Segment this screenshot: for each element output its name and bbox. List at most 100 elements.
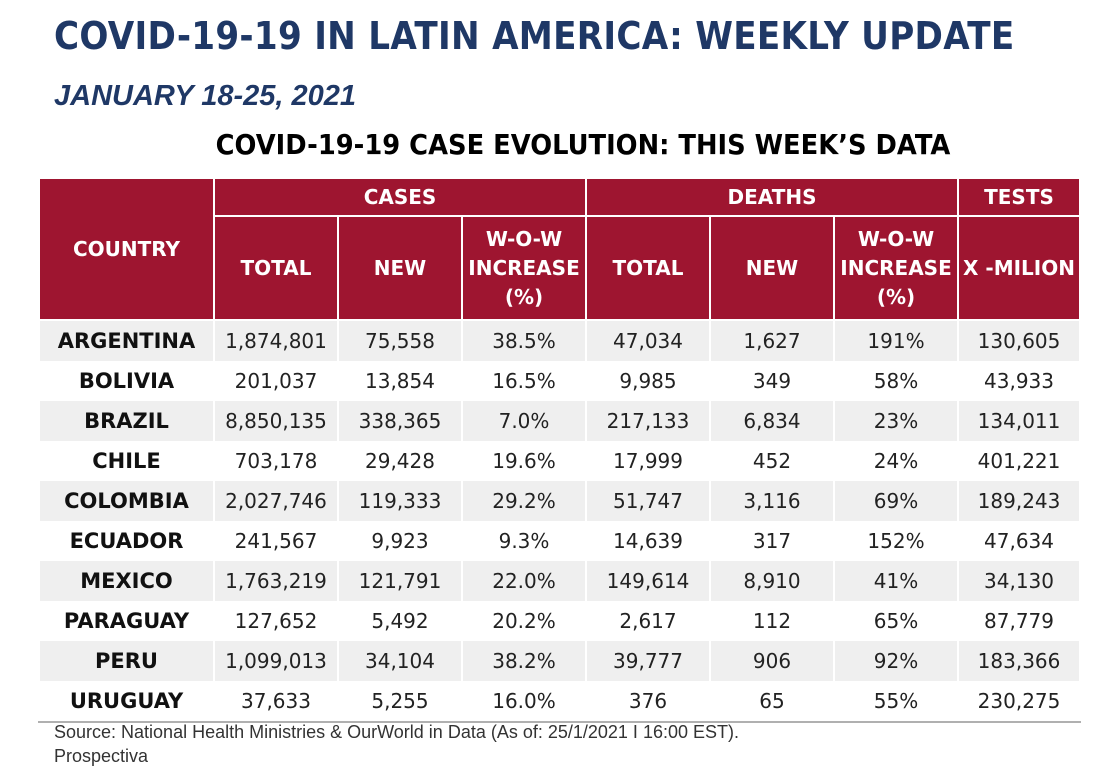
- header-group-cases: CASES: [212, 177, 588, 217]
- cell-deaths-wow: 191%: [833, 320, 960, 361]
- header-tests-per-million: X -MILION: [957, 215, 1082, 321]
- cell-cases-new: 75,558: [337, 320, 463, 361]
- cell-deaths-new: 317: [709, 521, 836, 561]
- cell-tests: 183,366: [957, 641, 1082, 681]
- cell-tests: 189,243: [957, 481, 1082, 521]
- table-row: ECUADOR 241,567 9,923 9.3% 14,639 317 15…: [38, 521, 1082, 561]
- cell-tests: 134,011: [957, 401, 1082, 441]
- table-row: PARAGUAY 127,652 5,492 20.2% 2,617 112 6…: [38, 601, 1082, 641]
- page-title: COVID-19-19 IN LATIN AMERICA: WEEKLY UPD…: [54, 14, 1015, 58]
- cell-cases-wow: 7.0%: [460, 401, 588, 441]
- page-subtitle: JANUARY 18-25, 2021: [54, 80, 356, 112]
- table-body: ARGENTINA 1,874,801 75,558 38.5% 47,034 …: [38, 320, 1082, 723]
- table-row: BRAZIL 8,850,135 338,365 7.0% 217,133 6,…: [38, 401, 1082, 441]
- cell-deaths-new: 906: [709, 641, 836, 681]
- covid-data-table: COUNTRY CASES DEATHS TESTS TOTAL NEW W-O…: [38, 177, 1082, 723]
- cell-cases-wow: 16.5%: [460, 361, 588, 401]
- cell-cases-total: 241,567: [213, 521, 339, 561]
- table-row: URUGUAY 37,633 5,255 16.0% 376 65 55% 23…: [38, 681, 1082, 723]
- cell-deaths-new: 452: [709, 441, 836, 481]
- cell-deaths-total: 217,133: [585, 401, 712, 441]
- cell-deaths-wow: 152%: [833, 521, 960, 561]
- cell-deaths-new: 8,910: [709, 561, 836, 601]
- cell-cases-new: 9,923: [337, 521, 463, 561]
- source-line: Source: National Health Ministries & Our…: [54, 722, 739, 742]
- cell-cases-wow: 16.0%: [460, 681, 588, 723]
- cell-tests: 34,130: [957, 561, 1082, 601]
- header-country: COUNTRY: [38, 177, 215, 321]
- cell-country: CHILE: [38, 441, 215, 481]
- cell-cases-total: 703,178: [213, 441, 339, 481]
- cell-cases-total: 1,763,219: [213, 561, 339, 601]
- cell-deaths-total: 149,614: [585, 561, 712, 601]
- header-cases-new: NEW: [337, 215, 463, 321]
- table-row: BOLIVIA 201,037 13,854 16.5% 9,985 349 5…: [38, 361, 1082, 401]
- cell-country: BOLIVIA: [38, 361, 215, 401]
- source-note: Source: National Health Ministries & Our…: [54, 720, 1054, 768]
- cell-deaths-total: 17,999: [585, 441, 712, 481]
- table-title: COVID-19-19 CASE EVOLUTION: THIS WEEK’S …: [215, 128, 951, 161]
- cell-deaths-total: 376: [585, 681, 712, 723]
- cell-deaths-total: 2,617: [585, 601, 712, 641]
- cell-cases-new: 29,428: [337, 441, 463, 481]
- cell-cases-new: 338,365: [337, 401, 463, 441]
- cell-cases-wow: 20.2%: [460, 601, 588, 641]
- cell-cases-total: 8,850,135: [213, 401, 339, 441]
- cell-deaths-total: 47,034: [585, 320, 712, 361]
- cell-tests: 130,605: [957, 320, 1082, 361]
- cell-cases-total: 1,874,801: [213, 320, 339, 361]
- cell-cases-wow: 9.3%: [460, 521, 588, 561]
- cell-deaths-total: 9,985: [585, 361, 712, 401]
- header-deaths-total: TOTAL: [585, 215, 712, 321]
- cell-tests: 401,221: [957, 441, 1082, 481]
- cell-deaths-wow: 24%: [833, 441, 960, 481]
- cell-cases-total: 1,099,013: [213, 641, 339, 681]
- cell-tests: 43,933: [957, 361, 1082, 401]
- cell-deaths-total: 39,777: [585, 641, 712, 681]
- cell-cases-wow: 29.2%: [460, 481, 588, 521]
- cell-cases-total: 2,027,746: [213, 481, 339, 521]
- cell-country: URUGUAY: [38, 681, 215, 723]
- cell-deaths-wow: 55%: [833, 681, 960, 723]
- header-deaths-new: NEW: [709, 215, 836, 321]
- cell-deaths-total: 14,639: [585, 521, 712, 561]
- cell-tests: 87,779: [957, 601, 1082, 641]
- cell-country: BRAZIL: [38, 401, 215, 441]
- cell-country: COLOMBIA: [38, 481, 215, 521]
- cell-cases-total: 37,633: [213, 681, 339, 723]
- cell-cases-new: 121,791: [337, 561, 463, 601]
- cell-cases-total: 201,037: [213, 361, 339, 401]
- cell-cases-new: 34,104: [337, 641, 463, 681]
- cell-cases-new: 13,854: [337, 361, 463, 401]
- cell-deaths-new: 112: [709, 601, 836, 641]
- cell-deaths-wow: 92%: [833, 641, 960, 681]
- cell-deaths-wow: 65%: [833, 601, 960, 641]
- cell-cases-wow: 22.0%: [460, 561, 588, 601]
- cell-deaths-wow: 69%: [833, 481, 960, 521]
- cell-deaths-new: 1,627: [709, 320, 836, 361]
- header-cases-wow: W-O-W INCREASE (%): [460, 215, 588, 321]
- cell-country: PARAGUAY: [38, 601, 215, 641]
- cell-cases-wow: 38.2%: [460, 641, 588, 681]
- header-cases-total: TOTAL: [213, 215, 339, 321]
- cell-deaths-new: 3,116: [709, 481, 836, 521]
- table-row: MEXICO 1,763,219 121,791 22.0% 149,614 8…: [38, 561, 1082, 601]
- cell-deaths-wow: 58%: [833, 361, 960, 401]
- cell-deaths-total: 51,747: [585, 481, 712, 521]
- cell-country: PERU: [38, 641, 215, 681]
- source-attribution: Prospectiva: [54, 746, 149, 766]
- table-row: CHILE 703,178 29,428 19.6% 17,999 452 24…: [38, 441, 1082, 481]
- cell-deaths-wow: 23%: [833, 401, 960, 441]
- table-row: ARGENTINA 1,874,801 75,558 38.5% 47,034 …: [38, 320, 1082, 361]
- cell-country: ARGENTINA: [38, 320, 215, 361]
- cell-deaths-new: 349: [709, 361, 836, 401]
- cell-country: MEXICO: [38, 561, 215, 601]
- cell-deaths-wow: 41%: [833, 561, 960, 601]
- cell-deaths-new: 6,834: [709, 401, 836, 441]
- cell-cases-wow: 19.6%: [460, 441, 588, 481]
- table-row: COLOMBIA 2,027,746 119,333 29.2% 51,747 …: [38, 481, 1082, 521]
- cell-cases-new: 5,492: [337, 601, 463, 641]
- cell-country: ECUADOR: [38, 521, 215, 561]
- cell-deaths-new: 65: [709, 681, 836, 723]
- header-group-deaths: DEATHS: [585, 177, 960, 217]
